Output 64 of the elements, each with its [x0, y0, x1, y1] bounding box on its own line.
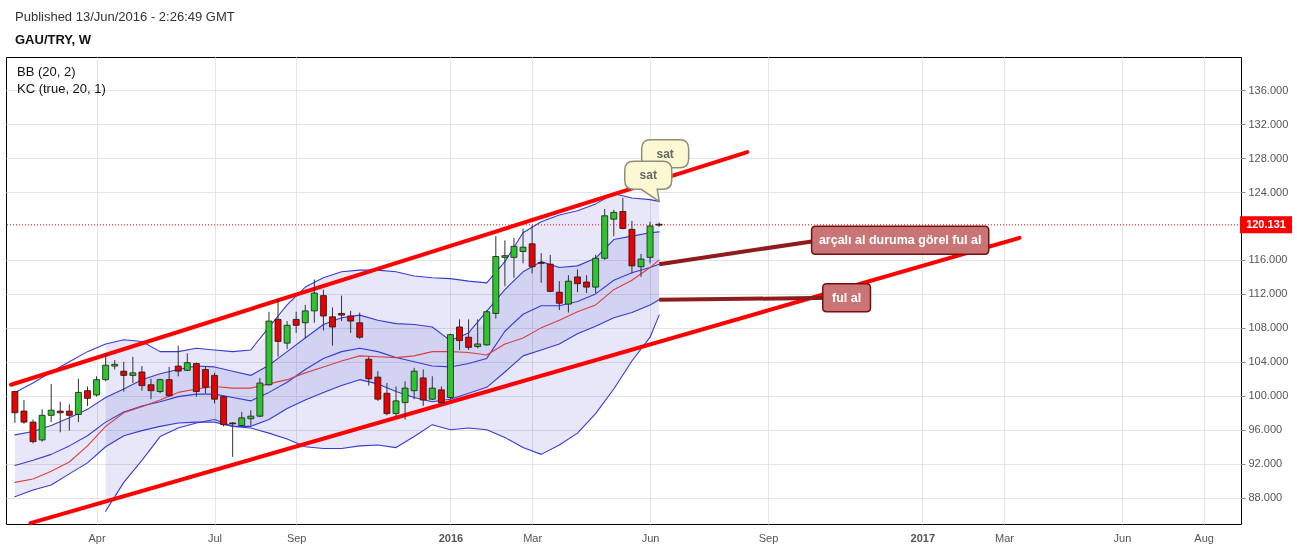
y-tick-label: 108.000: [1248, 321, 1289, 334]
candlestick: [93, 375, 100, 398]
x-tick-label: Jul: [207, 531, 223, 544]
candlestick: [537, 252, 545, 284]
y-tick-label: 136.000: [1248, 83, 1289, 96]
x-tick-label: Aug: [1194, 531, 1214, 544]
candlestick: [329, 306, 336, 347]
y-tick-label: 116.000: [1248, 253, 1288, 266]
candlestick: [419, 368, 427, 407]
candlestick: [365, 356, 373, 387]
candlestick: [347, 310, 355, 334]
annotation: ful al: [832, 290, 862, 305]
candlestick: [465, 318, 472, 351]
candlestick: [456, 318, 463, 351]
x-tick-label: Jun: [1113, 531, 1132, 544]
x-tick-label: Sep: [286, 531, 307, 544]
annotation: sat: [639, 168, 657, 183]
x-tick-label: Sep: [758, 531, 779, 544]
chart-title: GAU/TRY, W: [15, 32, 92, 47]
y-tick-label: 96.000: [1248, 423, 1283, 436]
y-tick-label: 132.000: [1248, 117, 1289, 130]
candlestick: [292, 311, 300, 334]
y-tick-label: 112.000: [1248, 287, 1288, 300]
annotation: arçalı al duruma görel ful al: [818, 233, 982, 248]
y-tick-label: 92.000: [1248, 457, 1283, 470]
candlestick: [565, 274, 572, 314]
candlestick: [338, 295, 345, 322]
candlestick: [75, 378, 82, 423]
candlestick: [120, 361, 128, 393]
y-tick-label: 104.000: [1248, 355, 1289, 368]
candlestick: [229, 421, 237, 458]
candlestick: [211, 372, 218, 404]
candlestick: [202, 365, 209, 394]
x-tick-label: Mar: [994, 531, 1015, 544]
y-tick-label: 100.000: [1248, 389, 1289, 402]
x-tick-label: Apr: [88, 531, 106, 544]
text: Published 13/Jun/2016 - 2:26:49 GMT: [15, 9, 235, 24]
candlestick: [320, 289, 327, 331]
annotation: KC (true, 20, 1): [17, 81, 106, 96]
y-tick-label: 128.000: [1248, 151, 1289, 164]
candlestick: [610, 209, 618, 237]
candlestick: [356, 312, 364, 340]
line-series: [14, 231, 660, 436]
candlestick: [555, 280, 563, 311]
ref-line-label: 120.131: [1246, 217, 1286, 230]
candlestick: [84, 385, 91, 407]
annotation: sat: [656, 146, 674, 161]
annotation: BB (20, 2): [17, 64, 76, 79]
candlestick: [310, 278, 318, 324]
candlestick: [56, 401, 64, 433]
x-tick-label: Mar: [523, 531, 543, 544]
x-tick-label: 2017: [910, 531, 936, 544]
x-tick-label: 2016: [438, 531, 464, 544]
y-tick-label: 88.000: [1248, 491, 1283, 504]
candlestick: [174, 345, 182, 377]
candlestick: [65, 403, 73, 432]
candlestick: [301, 304, 309, 339]
y-tick-label: 124.000: [1248, 185, 1289, 198]
candlestick: [474, 318, 482, 349]
candlestick: [47, 383, 55, 423]
x-tick-label: Jun: [641, 531, 660, 544]
candlestick: [574, 268, 581, 293]
candlestick: [102, 352, 110, 382]
candlestick: [619, 197, 627, 230]
